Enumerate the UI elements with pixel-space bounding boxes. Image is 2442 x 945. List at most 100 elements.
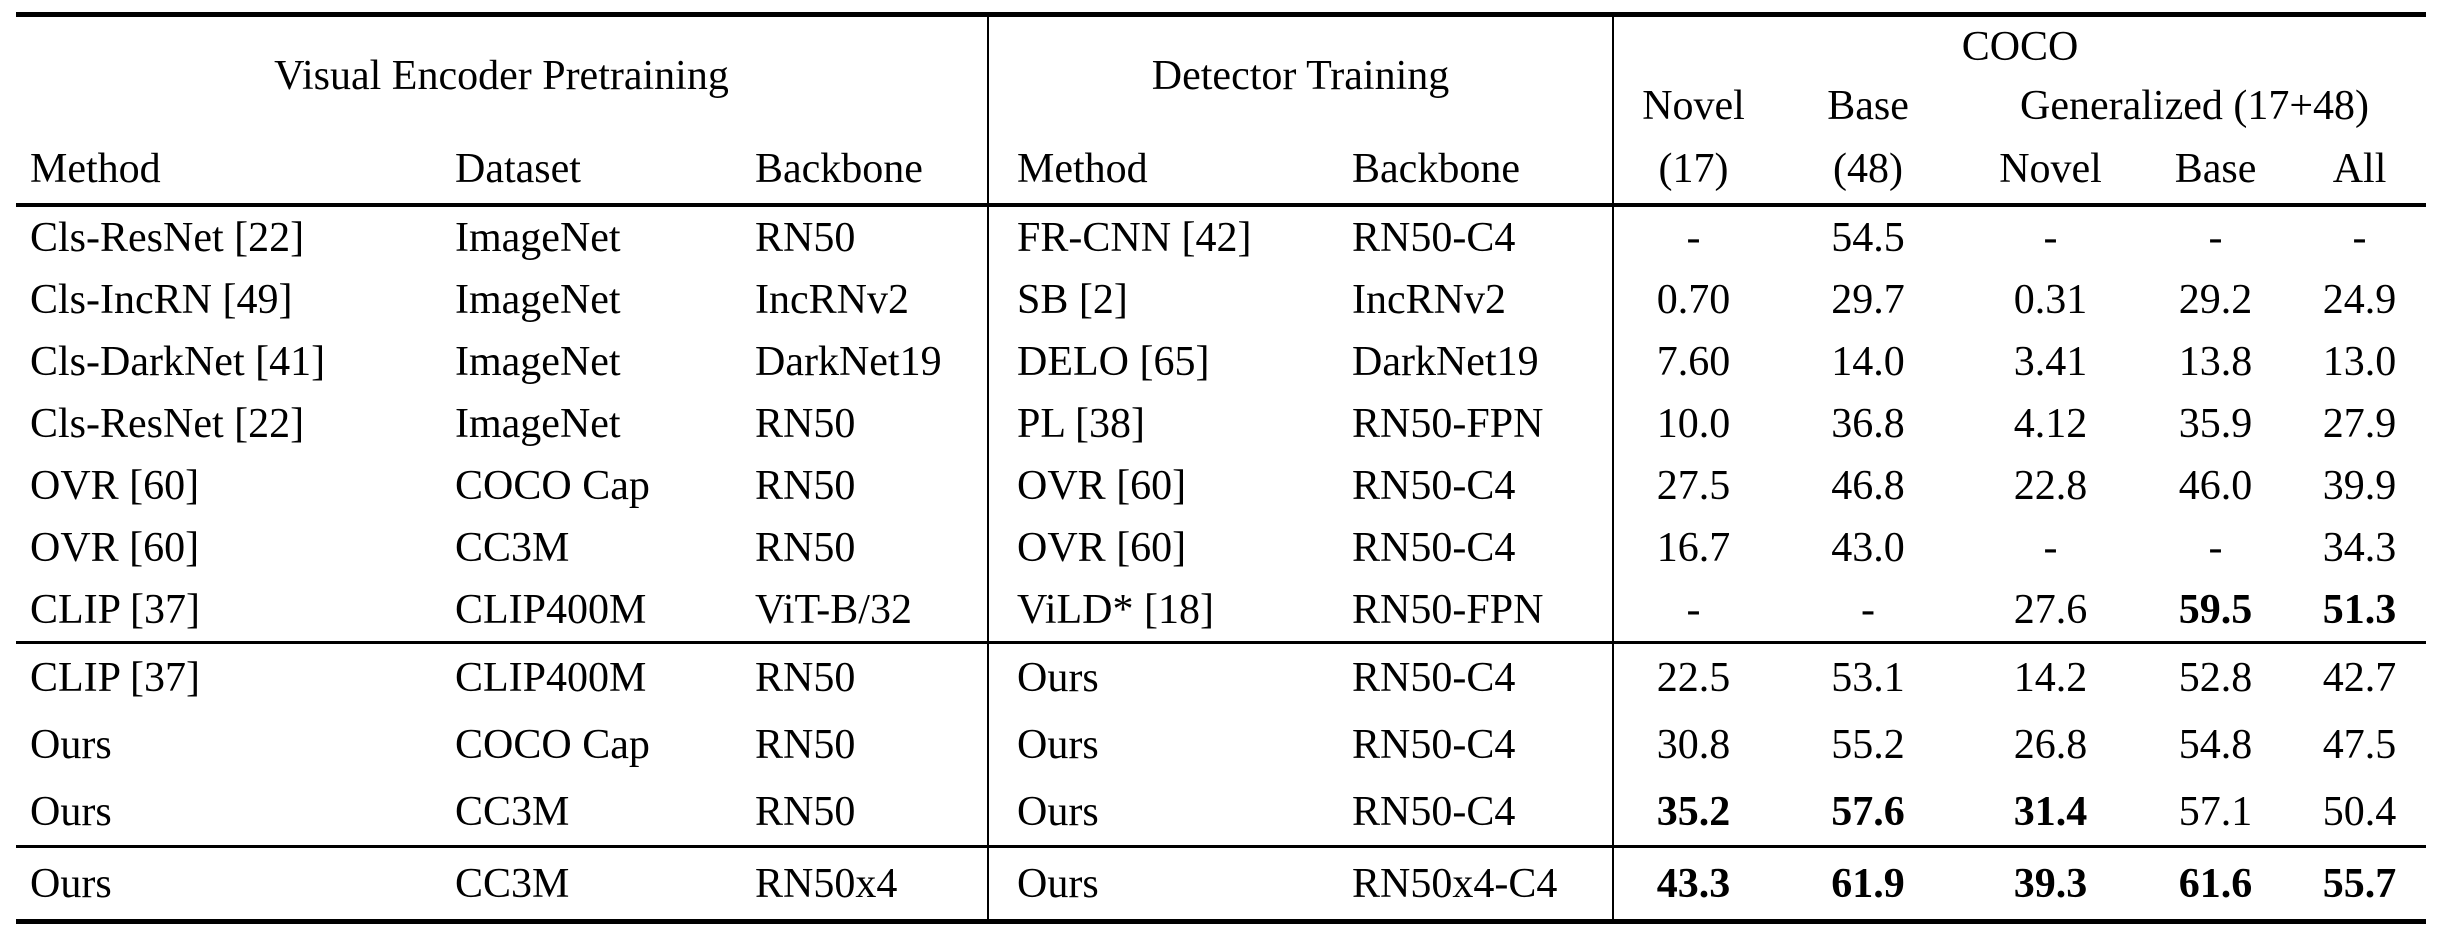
detector-method-cell: FR-CNN [42] xyxy=(987,205,1339,269)
table-row: Ours CC3M RN50x4 Ours RN50x4-C4 43.3 61.… xyxy=(16,845,2427,922)
detector-method-cell: DELO [65] xyxy=(987,331,1339,393)
pretrain-method-cell: CLIP [37] xyxy=(16,641,441,711)
detector-method-cell: ViLD* [18] xyxy=(987,579,1339,643)
gen-base-value-cell: 13.8 xyxy=(2178,339,2253,385)
gen-novel-value-cell: 26.8 xyxy=(2013,721,2088,768)
detector-method-cell: Ours xyxy=(987,641,1339,711)
header-generalized-label: Generalized (17+48) xyxy=(2020,83,2370,129)
base48-value-cell: 61.9 xyxy=(1773,845,1964,922)
pretrain-backbone-cell: RN50 xyxy=(755,215,856,261)
novel17-value-cell: 27.5 xyxy=(1612,455,1774,517)
gen-novel-value-cell: 39.3 xyxy=(1963,845,2139,922)
table-header: Visual Encoder Pretraining Detector Trai… xyxy=(16,14,2427,207)
header-coco: COCO xyxy=(1612,14,2427,77)
gen-base-value-cell: 29.2 xyxy=(2178,277,2253,323)
novel17-value-cell: - xyxy=(1612,579,1774,643)
table-row: CLIP [37] CLIP400M RN50 Ours RN50-C4 22.… xyxy=(16,641,2427,711)
header-base-count: (48) xyxy=(1773,135,1964,207)
novel17-value-cell: 7.60 xyxy=(1612,331,1774,393)
gen-base-value-cell: 46.0 xyxy=(2178,463,2253,509)
gen-all-value-cell: 51.3 xyxy=(2322,587,2397,633)
header-detector-method: Method xyxy=(987,135,1339,207)
gen-all-value-cell: 24.9 xyxy=(2322,277,2397,323)
pretrain-backbone-cell: RN50x4 xyxy=(741,845,989,922)
gen-all-value-cell: 27.9 xyxy=(2322,401,2397,447)
header-gen-base: Base xyxy=(2138,135,2294,207)
detector-method-cell: PL [38] xyxy=(987,393,1339,455)
header-pretrain-backbone: Backbone xyxy=(741,135,989,207)
novel17-value-cell: 35.2 xyxy=(1612,778,1774,847)
pretrain-dataset-cell: ImageNet xyxy=(455,339,621,385)
novel17-value-cell: 43.3 xyxy=(1612,845,1774,922)
gen-all-value-cell: 13.0 xyxy=(2322,339,2397,385)
gen-base-value-cell: 54.8 xyxy=(2178,721,2253,768)
detector-backbone-cell: RN50-C4 xyxy=(1352,463,1516,509)
header-pretrain-dataset: Dataset xyxy=(441,135,741,207)
pretrain-dataset-cell: ImageNet xyxy=(455,401,621,447)
detector-backbone-cell: RN50-FPN xyxy=(1352,587,1544,633)
gen-novel-value-cell: 3.41 xyxy=(2013,339,2088,385)
base48-value-cell: 43.0 xyxy=(1831,525,1905,571)
base48-value-cell: 46.8 xyxy=(1831,463,1905,509)
gen-base-value-cell: 35.9 xyxy=(2178,401,2253,447)
detector-backbone-cell: RN50-C4 xyxy=(1352,215,1516,261)
gen-all-value-cell: - xyxy=(2352,215,2367,261)
gen-base-value-cell: 57.1 xyxy=(2178,788,2253,835)
results-table: Visual Encoder Pretraining Detector Trai… xyxy=(16,12,2427,924)
base48-value-cell: 14.0 xyxy=(1831,339,1905,385)
pretrain-method-cell: Ours xyxy=(30,788,112,835)
gen-base-value-cell: 59.5 xyxy=(2178,587,2253,633)
gen-all-value-cell: 42.7 xyxy=(2293,641,2427,711)
novel17-value-cell: 10.0 xyxy=(1612,393,1774,455)
detector-method-cell: Ours xyxy=(987,845,1339,922)
gen-base-value-cell: 61.6 xyxy=(2138,845,2294,922)
pretrain-dataset-cell: ImageNet xyxy=(455,215,621,261)
gen-all-value-cell: 34.3 xyxy=(2322,525,2397,571)
pretrain-backbone-cell: RN50 xyxy=(741,641,989,711)
table-row: Ours COCO Cap RN50 Ours RN50-C4 30.8 55.… xyxy=(16,711,2426,778)
detector-backbone-cell: RN50-C4 xyxy=(1352,788,1516,835)
pretrain-backbone-cell: IncRNv2 xyxy=(755,277,909,323)
base48-value-cell: 29.7 xyxy=(1831,277,1905,323)
pretrain-backbone-cell: RN50 xyxy=(755,401,856,447)
detector-backbone-cell: RN50-C4 xyxy=(1352,525,1516,571)
table-row: Cls-IncRN [49] ImageNet IncRNv2 SB [2] I… xyxy=(16,269,2426,331)
pretrain-dataset-cell: CLIP400M xyxy=(441,641,741,711)
header-novel-label: Novel xyxy=(1612,77,1774,135)
pretrain-method-cell: Cls-IncRN [49] xyxy=(30,277,293,323)
detector-backbone-cell: RN50-C4 xyxy=(1338,641,1614,711)
gen-novel-value-cell: 4.12 xyxy=(2013,401,2088,447)
gen-all-value-cell: 50.4 xyxy=(2322,788,2397,835)
table-row: Ours CC3M RN50 Ours RN50-C4 35.2 57.6 31… xyxy=(16,778,2426,847)
novel17-value-cell: 0.70 xyxy=(1612,269,1774,331)
detector-backbone-cell: DarkNet19 xyxy=(1352,339,1539,385)
pretrain-dataset-cell: CC3M xyxy=(441,845,741,922)
pretrain-dataset-cell: CLIP400M xyxy=(455,587,647,633)
pretrain-method-cell: Cls-ResNet [22] xyxy=(30,401,305,447)
gen-novel-value-cell: 22.8 xyxy=(2013,463,2088,509)
gen-base-value-cell: - xyxy=(2208,525,2223,571)
header-gen-all: All xyxy=(2293,135,2427,207)
gen-base-value-cell: - xyxy=(2208,215,2223,261)
header-pretrain-method: Method xyxy=(16,135,441,207)
header-detector-backbone: Backbone xyxy=(1338,135,1614,207)
gen-novel-value-cell: 0.31 xyxy=(2013,277,2088,323)
pretrain-method-cell: OVR [60] xyxy=(30,463,200,509)
gen-all-value-cell: 47.5 xyxy=(2322,721,2397,768)
base48-value-cell: 54.5 xyxy=(1831,215,1905,261)
base48-value-cell: 36.8 xyxy=(1831,401,1905,447)
header-base-label: Base xyxy=(1827,83,1909,129)
gen-base-value-cell: 52.8 xyxy=(2138,641,2294,711)
detector-backbone-cell: RN50x4-C4 xyxy=(1338,845,1614,922)
pretrain-dataset-cell: ImageNet xyxy=(455,277,621,323)
pretrain-method-cell: Ours xyxy=(16,845,441,922)
header-novel-count: (17) xyxy=(1612,135,1774,207)
pretrain-backbone-cell: ViT-B/32 xyxy=(755,587,912,633)
novel17-value-cell: 22.5 xyxy=(1612,641,1774,711)
table-row: Cls-ResNet [22] ImageNet RN50 PL [38] RN… xyxy=(16,393,2426,455)
detector-method-cell: OVR [60] xyxy=(987,517,1339,579)
pretrain-dataset-cell: COCO Cap xyxy=(455,463,650,509)
header-detector-training: Detector Training xyxy=(987,14,1614,135)
base48-value-cell: - xyxy=(1861,587,1876,633)
